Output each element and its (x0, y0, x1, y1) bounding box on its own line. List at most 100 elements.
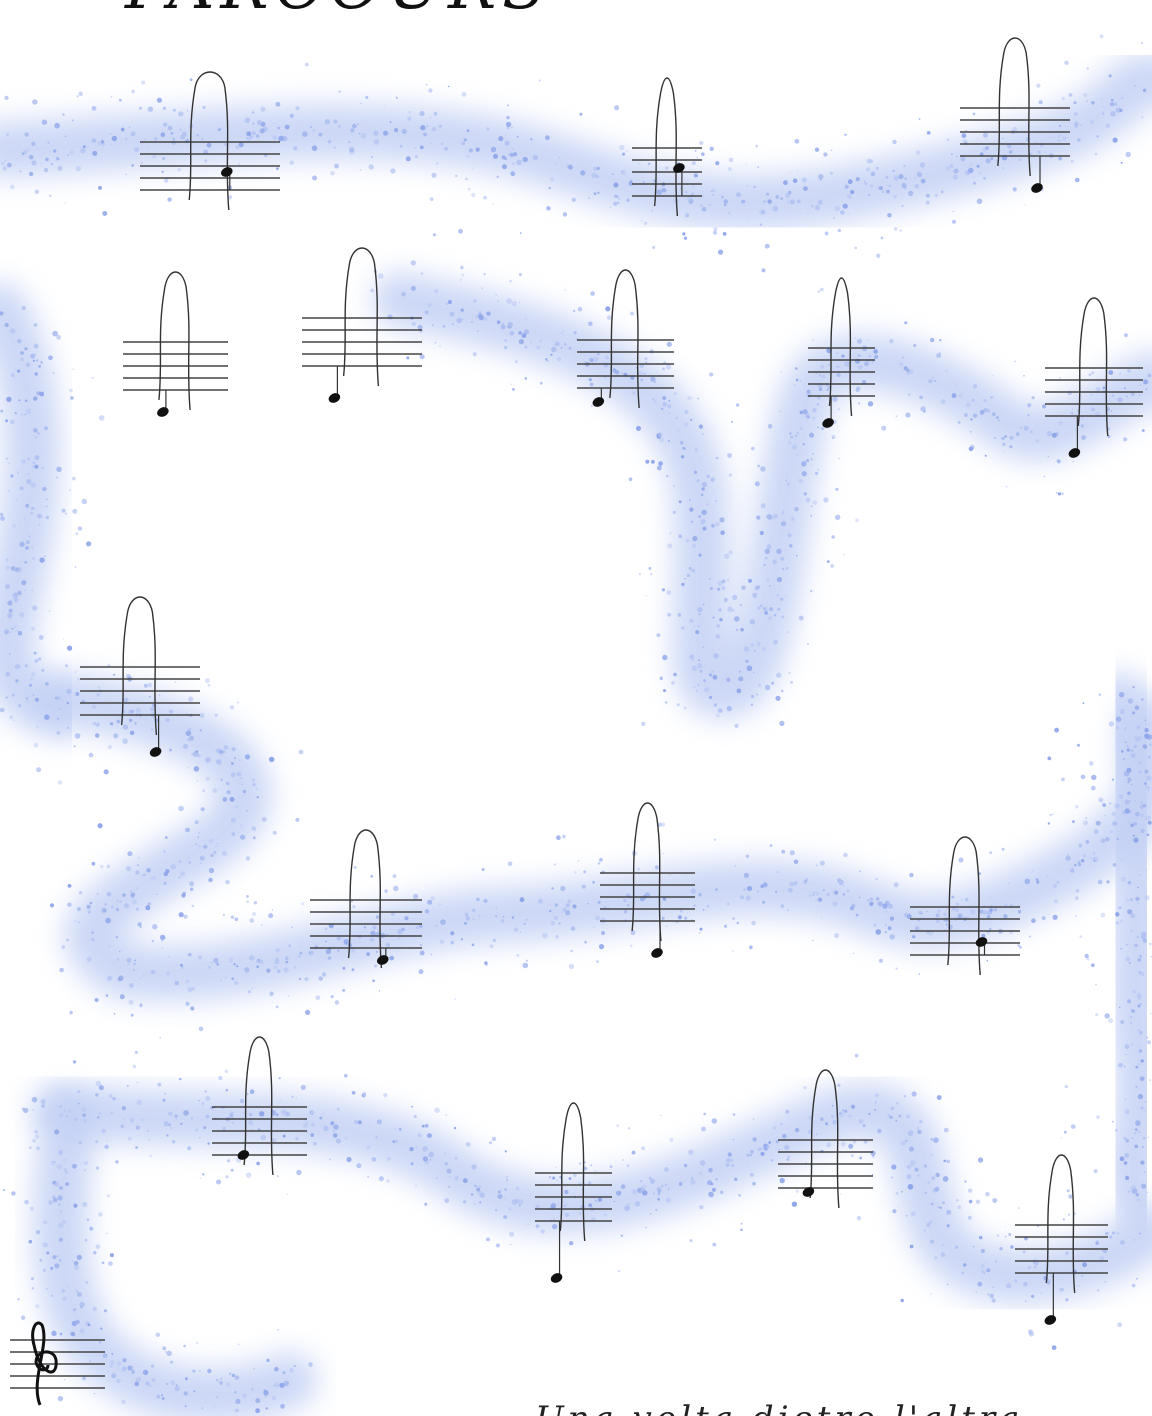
speckle (1057, 492, 1061, 496)
speckle (630, 311, 634, 316)
speckle (240, 834, 246, 840)
speckle (573, 331, 577, 335)
speckle (867, 401, 874, 407)
speckle (985, 408, 991, 413)
speckle (75, 166, 81, 172)
speckle (465, 177, 468, 181)
speckle (20, 1315, 26, 1320)
speckle (512, 162, 515, 165)
speckle (667, 404, 672, 409)
speckle (1097, 1289, 1100, 1292)
speckle (77, 1102, 80, 1105)
speckle (519, 931, 522, 933)
speckle (150, 878, 152, 880)
speckle (557, 1202, 560, 1205)
speckle (613, 182, 619, 188)
speckle (555, 163, 557, 166)
speckle (322, 972, 327, 977)
speckle (1139, 1232, 1141, 1235)
speckle (109, 1364, 113, 1368)
speckle (687, 395, 692, 401)
speckle (370, 930, 376, 937)
speckle (780, 597, 784, 601)
speckle (799, 410, 803, 415)
speckle (30, 482, 37, 488)
speckle (434, 1107, 440, 1114)
speckle (91, 931, 94, 934)
speckle (289, 160, 294, 165)
speckle (1126, 744, 1129, 747)
speckle (1137, 886, 1139, 889)
speckle (906, 1114, 910, 1119)
speckle (31, 466, 34, 469)
speckle (300, 945, 302, 947)
speckle (886, 189, 890, 194)
speckle (613, 201, 618, 206)
speckle (13, 597, 19, 603)
speckle (994, 437, 996, 439)
speckle (110, 95, 113, 98)
speckle (578, 1212, 582, 1215)
speckle (862, 1124, 866, 1127)
speckle (979, 909, 984, 914)
speckle (854, 1053, 859, 1058)
speckle (731, 421, 733, 423)
speckle (835, 514, 841, 520)
speckle (197, 836, 199, 838)
speckle (142, 1369, 149, 1376)
speckle (16, 629, 19, 632)
speckle (378, 907, 380, 909)
speckle (252, 111, 255, 114)
speckle (330, 170, 335, 176)
speckle (56, 466, 62, 472)
speckle (796, 454, 799, 456)
speckle (848, 1114, 852, 1119)
speckle (926, 131, 931, 135)
speckle (573, 907, 575, 909)
speckle (1096, 1115, 1100, 1119)
speckle (57, 166, 63, 171)
speckle (748, 578, 752, 583)
speckle (685, 538, 690, 543)
speckle (878, 958, 883, 963)
speckle (424, 1202, 428, 1206)
speckle (1052, 883, 1057, 889)
speckle (749, 619, 755, 625)
speckle (930, 1239, 935, 1244)
speckle (881, 425, 887, 431)
speckle (1004, 1225, 1007, 1227)
speckle (783, 180, 788, 186)
speckle (174, 1114, 178, 1118)
speckle (738, 676, 744, 682)
speckle (769, 607, 774, 612)
speckle (199, 1177, 201, 1180)
speckle (271, 909, 274, 911)
speckle (986, 915, 991, 919)
speckle (832, 901, 838, 907)
speckle (645, 459, 650, 464)
speckle (188, 861, 191, 864)
speckle (870, 171, 876, 177)
speckle (476, 897, 480, 902)
speckle (45, 682, 49, 686)
speckle (436, 1177, 438, 1179)
speckle (304, 977, 309, 982)
speckle (1139, 805, 1144, 810)
speckle (947, 138, 950, 141)
speckle (712, 1242, 717, 1247)
speckle (148, 695, 151, 698)
speckle (1120, 1240, 1125, 1245)
staff (960, 37, 1070, 193)
speckle (859, 870, 861, 873)
speckle (1056, 459, 1061, 464)
speckle (201, 1102, 205, 1105)
speckle (405, 156, 411, 162)
speckle (817, 468, 820, 471)
speckle (5, 565, 11, 570)
speckle (904, 321, 908, 325)
speckle (988, 927, 992, 931)
speckle (386, 1179, 390, 1183)
speckle (239, 759, 241, 761)
speckle (278, 1077, 281, 1080)
speckle (914, 176, 917, 179)
